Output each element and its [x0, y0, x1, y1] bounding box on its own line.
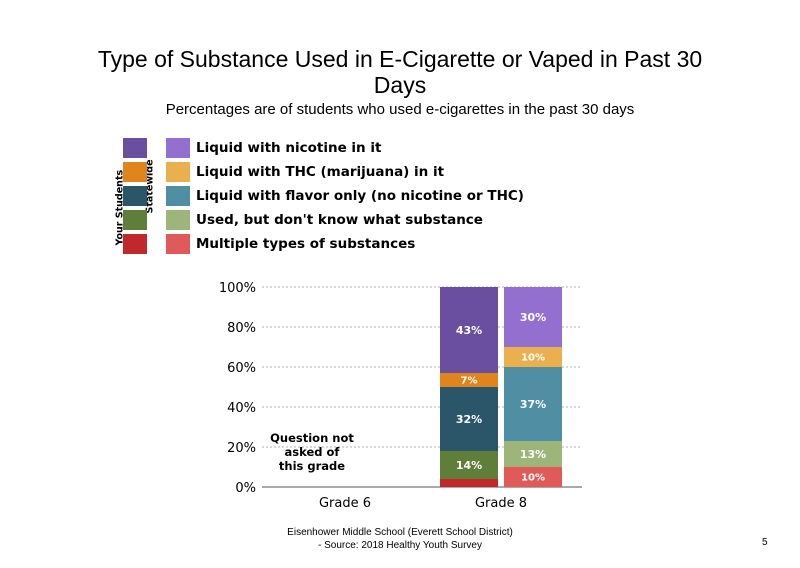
bar-segment	[440, 451, 498, 479]
data-label: 43%	[456, 324, 482, 337]
data-label: 14%	[456, 459, 482, 472]
legend-label-nicotine: Liquid with nicotine in it	[196, 140, 382, 156]
x-tick-label: Grade 6	[319, 496, 371, 511]
y-tick-label: 60%	[227, 361, 256, 376]
y-tick-label: 80%	[227, 321, 256, 336]
legend-label-unknown: Used, but don't know what substance	[196, 212, 483, 228]
legend-swatch-your-unknown	[123, 210, 147, 230]
bar-segment	[504, 347, 562, 367]
bar-segment	[504, 367, 562, 441]
legend-swatch-state-thc	[166, 162, 190, 182]
footer-school: Eisenhower Middle School (Everett School…	[287, 527, 513, 538]
data-label: 7%	[461, 376, 478, 387]
legend-label-thc: Liquid with THC (marijuana) in it	[196, 164, 445, 180]
grade6-note-line: this grade	[279, 459, 345, 473]
bar-segment	[504, 441, 562, 467]
data-label: 10%	[521, 353, 545, 364]
data-label: 32%	[456, 413, 482, 426]
x-tick-label: Grade 8	[475, 496, 527, 511]
data-label: 10%	[521, 473, 545, 484]
data-label: 13%	[520, 448, 546, 461]
bar-segment	[440, 387, 498, 451]
y-tick-label: 100%	[219, 281, 256, 296]
grade6-note-line: Question not	[270, 431, 354, 445]
bar-segment	[440, 479, 498, 487]
legend-swatch-your-flavor	[123, 186, 147, 206]
bar-segment	[440, 373, 498, 387]
legend-label-flavor: Liquid with flavor only (no nicotine or …	[196, 188, 524, 204]
legend: Your Students Statewide Liquid with nico…	[108, 138, 528, 256]
footer-source: - Source: 2018 Healthy Youth Survey	[318, 540, 482, 551]
legend-swatch-state-unknown	[166, 210, 190, 230]
legend-swatch-state-flavor	[166, 186, 190, 206]
y-tick-label: 20%	[227, 441, 256, 456]
legend-swatch-your-nicotine	[123, 138, 147, 158]
data-label: 37%	[520, 398, 546, 411]
legend-swatch-state-multiple	[166, 234, 190, 254]
y-tick-label: 40%	[227, 401, 256, 416]
bar-segment	[504, 467, 562, 487]
legend-label-multiple: Multiple types of substances	[196, 236, 416, 252]
page-number: 5	[762, 537, 768, 548]
y-tick-label: 0%	[235, 481, 256, 496]
chart-title: Type of Substance Used in E-Cigarette or…	[97, 46, 703, 98]
legend-swatch-your-thc	[123, 162, 147, 182]
bar-segment	[440, 287, 498, 373]
legend-swatch-state-nicotine	[166, 138, 190, 158]
data-label: 30%	[520, 311, 546, 324]
legend-swatch-your-multiple	[123, 234, 147, 254]
grade6-note-line: asked of	[285, 445, 341, 459]
chart-subtitle: Percentages are of students who used e-c…	[165, 101, 635, 118]
bar-segment	[504, 287, 562, 347]
